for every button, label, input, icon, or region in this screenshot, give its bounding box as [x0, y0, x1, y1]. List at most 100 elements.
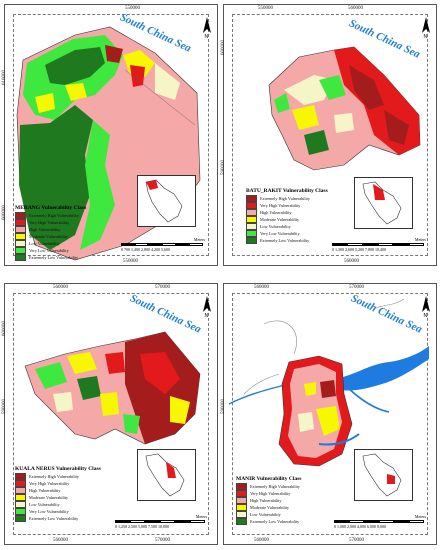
- merang-legend: MERANG Vulnerability Class Extremely Hig…: [15, 205, 99, 261]
- legend-item: Moderate Vulnerability: [246, 216, 330, 223]
- batu-rakit-vulnerability-map: [268, 46, 421, 171]
- legend-item: Extremely Low Vulnerability: [246, 237, 330, 244]
- legend-item: Low Vulnerability: [246, 223, 330, 230]
- scale-unit: Meters: [193, 237, 205, 242]
- manir-map-panel: 560000 570000 560000 570000 590000 South…: [221, 283, 437, 545]
- legend-item: High Vulnerability: [236, 497, 320, 504]
- legend-label: Very High Vulnerability: [250, 491, 291, 496]
- svg-text:N: N: [424, 34, 428, 39]
- legend-item: Extremely High Vulnerability: [246, 195, 330, 202]
- legend-item: Very High Vulnerability: [246, 202, 330, 209]
- legend-label: Very Low Vulnerability: [29, 509, 69, 514]
- legend-item: Extremely High Vulnerability: [15, 473, 99, 480]
- coord-bottom: 560000: [254, 538, 269, 543]
- legend-label: Very High Vulnerability: [260, 203, 301, 208]
- north-arrow-icon: N: [203, 296, 211, 318]
- legend-item: Very Low Vulnerability: [246, 230, 330, 237]
- coord-top: 570000: [155, 285, 170, 290]
- scale-bar: Meters 0 1,250 2,500 5,000 7,500 10,000: [115, 514, 207, 532]
- legend-label: Moderate Vulnerability: [29, 495, 69, 500]
- legend-label: High Vulnerability: [29, 227, 61, 232]
- location-inset-map: [137, 449, 196, 501]
- coord-top: 550000: [258, 6, 273, 11]
- scale-bar: Meters 0 1,000 2,000 4,000 6,000 8,000: [334, 514, 426, 532]
- merang-map-panel: 550000 550000 610000 600000 South China …: [2, 4, 218, 266]
- legend-item: Extremely High Vulnerability: [236, 483, 320, 490]
- map-frame: [232, 293, 428, 535]
- coord-bottom: 570000: [349, 538, 364, 543]
- legend-label: Extremely Low Vulnerability: [260, 238, 310, 243]
- legend-label: High Vulnerability: [250, 498, 282, 503]
- coord-bottom: 550000: [123, 259, 138, 264]
- legend-item: Low Vulnerability: [15, 501, 99, 508]
- legend-item: Very High Vulnerability: [236, 490, 320, 497]
- kuala-nerus-legend: KUALA NERUS Vulnerability Class Extremel…: [15, 466, 101, 522]
- scale-bar: Meters 0 700 1,400 2,800 4,200 5,600: [121, 237, 205, 255]
- legend-item: Very High Vulnerability: [15, 219, 99, 226]
- legend-label: Extremely High Vulnerability: [260, 196, 310, 201]
- legend-item: High Vulnerability: [15, 226, 99, 233]
- legend-item: Low Vulnerability: [236, 511, 320, 518]
- north-arrow-icon: N: [422, 296, 430, 318]
- legend-item: Extremely Low Vulnerability: [236, 518, 320, 525]
- coord-bottom: 560000: [344, 259, 359, 264]
- coord-top: 560000: [53, 285, 68, 290]
- scale-ticks: 0 1,250 2,500 5,000 7,500 10,000: [115, 524, 169, 529]
- scale-unit: Meters: [414, 237, 426, 242]
- legend-title: MERANG Vulnerability Class: [15, 205, 87, 211]
- legend-label: Extremely High Vulnerability: [250, 484, 300, 489]
- scale-bar: Meters 0 1,300 2,600 5,200 7,800 10,400: [332, 237, 426, 255]
- location-inset-map: [354, 177, 413, 229]
- manir-vulnerability-map: [228, 298, 429, 467]
- coord-top: 560000: [348, 6, 363, 11]
- legend-label: Moderate Vulnerability: [250, 505, 290, 510]
- legend-label: Extremely Low Vulnerability: [250, 519, 300, 524]
- legend-label: Extremely Low Vulnerability: [29, 516, 79, 521]
- legend-item: Very Low Vulnerability: [15, 508, 99, 515]
- svg-text:N: N: [205, 313, 209, 318]
- legend-item: Moderate Vulnerability: [15, 233, 99, 240]
- legend-item: Very Low Vulnerability: [15, 247, 99, 254]
- scale-ticks: 0 700 1,400 2,800 4,200 5,600: [121, 247, 170, 252]
- kuala-nerus-map-panel: 560000 570000 560000 570000 600000 59000…: [2, 283, 218, 545]
- scale-unit: Meters: [414, 514, 426, 519]
- legend-title: KUALA NERUS Vulnerability Class: [15, 466, 101, 472]
- legend-item: Extremely Low Vulnerability: [15, 254, 99, 261]
- legend-label: Low Vulnerability: [29, 502, 60, 507]
- legend-label: Moderate Vulnerability: [29, 234, 69, 239]
- kuala-nerus-vulnerability-map: [24, 331, 201, 445]
- legend-label: Very High Vulnerability: [29, 220, 70, 225]
- legend-title: BATU_RAKIT Vulnerability Class: [246, 188, 328, 194]
- legend-item: Extremely Low Vulnerability: [15, 515, 99, 522]
- legend-label: Extremely Low Vulnerability: [29, 255, 79, 260]
- legend-item: Moderate Vulnerability: [236, 504, 320, 511]
- coord-top: 560000: [254, 285, 269, 290]
- legend-title: MANIR Vulnerability Class: [236, 476, 302, 482]
- location-inset-map: [137, 175, 196, 227]
- svg-text:N: N: [205, 34, 209, 39]
- legend-item: High Vulnerability: [15, 487, 99, 494]
- legend-item: Very High Vulnerability: [15, 480, 99, 487]
- scale-unit: Meters: [195, 514, 207, 519]
- legend-label: Very Low Vulnerability: [260, 231, 300, 236]
- legend-item: Extremely High Vulnerability: [15, 212, 99, 219]
- legend-label: Extremely High Vulnerability: [29, 474, 79, 479]
- location-inset-map: [354, 449, 413, 501]
- north-arrow-icon: N: [422, 17, 430, 39]
- coord-bottom: 570000: [155, 538, 170, 543]
- legend-label: Low Vulnerability: [260, 224, 291, 229]
- legend-label: Low Vulnerability: [250, 512, 281, 517]
- scale-ticks: 0 1,300 2,600 5,200 7,800 10,400: [332, 247, 386, 252]
- coord-top: 550000: [125, 6, 140, 11]
- legend-label: High Vulnerability: [260, 210, 292, 215]
- legend-label: Very High Vulnerability: [29, 481, 70, 486]
- map-frame: [13, 14, 209, 256]
- legend-label: High Vulnerability: [29, 488, 61, 493]
- map-frame: [232, 14, 428, 256]
- batu-rakit-legend: BATU_RAKIT Vulnerability Class Extremely…: [246, 188, 330, 244]
- legend-label: Moderate Vulnerability: [260, 217, 300, 222]
- coord-top: 570000: [349, 285, 364, 290]
- legend-item: Low Vulnerability: [15, 240, 99, 247]
- batu-rakit-map-panel: 550000 560000 560000 600000 590000 South…: [221, 4, 437, 266]
- manir-legend: MANIR Vulnerability Class Extremely High…: [236, 476, 320, 525]
